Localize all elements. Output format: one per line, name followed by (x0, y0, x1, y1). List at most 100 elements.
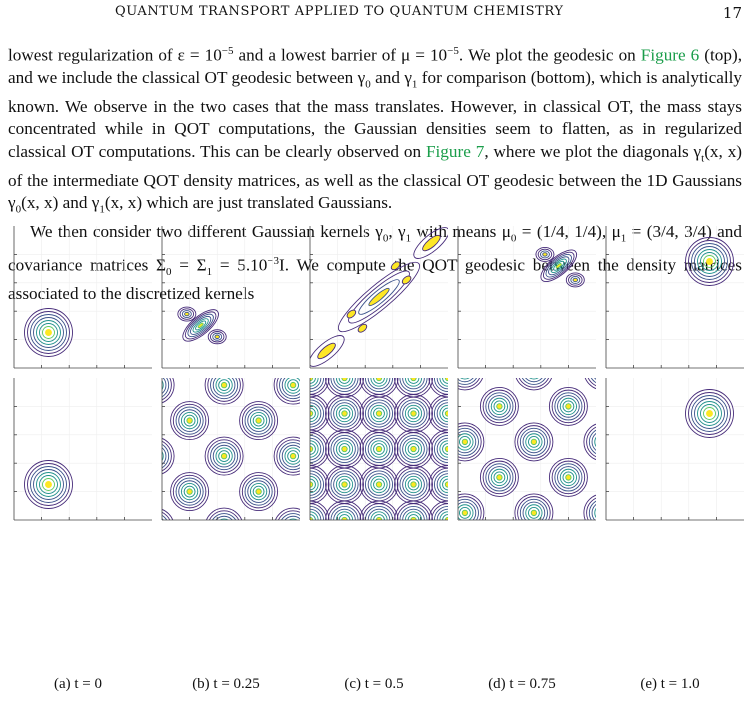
contour-ring (333, 378, 356, 390)
panel-classical-ot-4 (605, 378, 744, 521)
contours (685, 389, 734, 438)
contour-ring (162, 437, 175, 475)
contour-ring (600, 510, 605, 515)
contour-ring (239, 401, 279, 441)
contour-ring (279, 442, 300, 471)
paragraph-2: We then consider two different Gaussian … (8, 221, 742, 306)
text-run: 0 (510, 232, 517, 245)
contour-ring (341, 445, 348, 453)
contours (685, 237, 734, 286)
contour-ring (439, 404, 448, 423)
panel-qot-4 (605, 226, 744, 369)
contour-ring (458, 378, 481, 388)
caption-c: (c) t = 0.5 (344, 676, 404, 692)
contour-ring (310, 434, 325, 464)
contour-ring (583, 423, 596, 461)
contour-ring (24, 308, 73, 357)
contour-ring (207, 439, 241, 473)
contour-ring (461, 509, 469, 517)
contour-ring (688, 392, 731, 435)
contour-ring (525, 378, 543, 383)
contour-ring (490, 397, 508, 415)
contour-ring (255, 488, 262, 495)
contour-ring (548, 256, 570, 276)
contour-ring (588, 429, 596, 455)
contour-ring (219, 522, 230, 533)
contour-ring (252, 485, 265, 498)
contour-ring (310, 394, 330, 433)
text-run: (x, x) and γ (21, 193, 100, 213)
figure-link[interactable]: Figure 6 (640, 45, 700, 65)
contour-ring (458, 496, 482, 520)
text-run: = 5.10 (212, 255, 268, 275)
contour-ring (407, 443, 420, 455)
contours (310, 227, 448, 367)
contour-ring (433, 378, 448, 393)
contour-ring (359, 378, 399, 398)
contour-ring (152, 382, 157, 387)
contour-ring (548, 457, 588, 497)
contour-ring (433, 434, 448, 464)
contour-ring (150, 451, 161, 462)
contour-ring (333, 473, 356, 496)
figure-link[interactable]: Figure 7 (425, 141, 485, 161)
contour-ring (310, 470, 325, 499)
text-run: 1 (99, 203, 105, 216)
contours (150, 378, 300, 533)
contour-ring (162, 450, 164, 462)
contour-ring (210, 442, 239, 471)
contour-ring (559, 397, 577, 415)
contour-ring (287, 379, 299, 391)
contour-ring (700, 252, 719, 271)
contour-ring (410, 481, 417, 488)
contour-ring (568, 274, 583, 286)
contour-ring (461, 438, 469, 446)
contour-ring (407, 407, 420, 420)
contour-ring (162, 443, 170, 469)
contour-ring (517, 496, 551, 520)
panel-classical-ot-0 (13, 378, 152, 521)
contour-ring (540, 249, 578, 282)
contour-ring (404, 378, 423, 387)
panel-qot-2 (309, 226, 448, 369)
contour-ring (375, 481, 383, 488)
contour-ring (488, 466, 511, 489)
contours (24, 460, 73, 509)
contour-ring (528, 507, 540, 519)
contour-ring (519, 427, 548, 456)
contour-ring (458, 504, 474, 520)
contour-ring (588, 500, 596, 520)
contour-ring (459, 436, 471, 448)
contour-ring (694, 246, 725, 277)
contour-ring (215, 447, 233, 465)
contour-ring (458, 378, 474, 383)
contour-ring (404, 475, 423, 494)
text-run: 1 (206, 265, 213, 278)
contour-ring (325, 378, 364, 398)
contour-ring (436, 473, 448, 496)
body-text: lowest regularization of ε = 10−5 and a … (8, 40, 742, 306)
contour-ring (594, 378, 596, 380)
text-run: 0 (365, 78, 371, 91)
contour-ring (330, 434, 359, 464)
contour-ring (207, 329, 227, 345)
contour-ring (162, 378, 175, 404)
caption-e: (e) t = 1.0 (640, 676, 700, 692)
text-run: and γ (370, 68, 412, 88)
contour-ring (364, 470, 394, 499)
contour-ring (335, 475, 354, 494)
contour-ring (279, 378, 300, 400)
contour-ring (290, 524, 295, 529)
contour-ring (458, 498, 479, 520)
contour-ring (586, 497, 596, 520)
contour-ring (310, 402, 322, 425)
contour-ring (691, 395, 728, 432)
contour-ring (551, 389, 586, 424)
contour-ring (404, 404, 423, 423)
contour-ring (433, 470, 448, 499)
contour-ring (584, 378, 596, 390)
contour-ring (162, 440, 172, 472)
contour-ring (485, 463, 514, 492)
text-run: = (1/4, 1/4), μ (516, 221, 621, 241)
contour-ring (341, 481, 348, 488)
